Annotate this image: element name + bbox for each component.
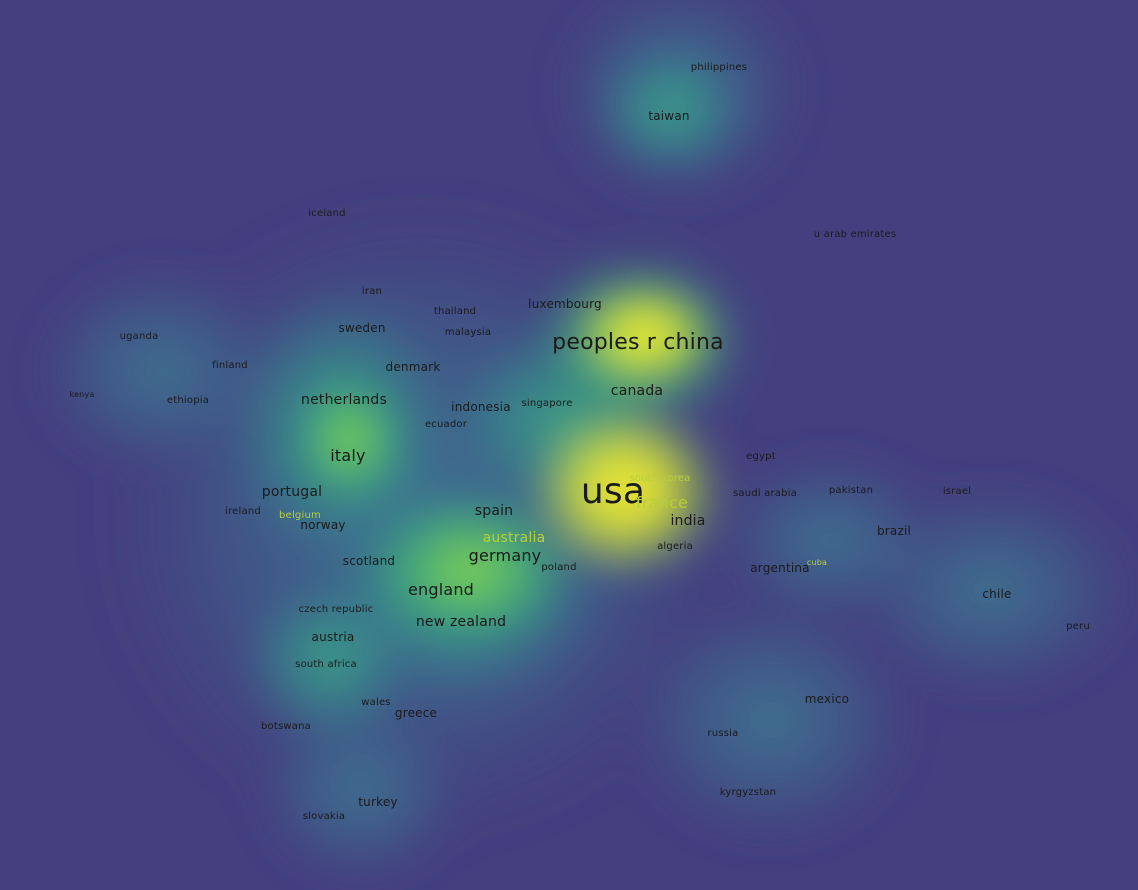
country-label-sweden: sweden (338, 321, 386, 335)
country-label-indonesia: indonesia (451, 400, 511, 414)
country-label-italy: italy (330, 446, 366, 465)
country-label-singapore: singapore (521, 398, 573, 409)
country-label-egypt: egypt (746, 451, 776, 462)
country-label-israel: israel (942, 486, 972, 497)
country-label-peru: peru (1066, 621, 1090, 632)
country-label-brazil: brazil (876, 524, 912, 538)
country-label-germany: germany (468, 546, 542, 565)
country-label-cuba: cuba (806, 558, 828, 567)
country-label-uganda: uganda (119, 331, 159, 342)
country-label-botswana: botswana (261, 721, 311, 732)
country-label-ecuador: ecuador (424, 419, 468, 430)
country-label-canada: canada (610, 383, 664, 399)
country-label-u-arab-emirates: u arab emirates (813, 229, 897, 240)
country-label-england: england (407, 580, 475, 599)
country-label-wales: wales (361, 697, 391, 708)
country-label-philippines: philippines (690, 62, 748, 73)
country-label-portugal: portugal (261, 484, 323, 500)
country-label-kenya: kenya (69, 390, 95, 399)
country-label-slovakia: slovakia (302, 811, 346, 822)
country-label-saudi-arabia: saudi arabia (732, 488, 798, 499)
country-label-scotland: scotland (342, 554, 396, 568)
country-label-austria: austria (311, 630, 355, 644)
country-label-norway: norway (300, 518, 346, 532)
country-label-luxembourg: luxembourg (528, 297, 602, 311)
density-blobs (30, 0, 1138, 890)
country-label-denmark: denmark (385, 360, 441, 374)
country-label-netherlands: netherlands (301, 392, 387, 408)
country-label-france: france (636, 493, 688, 512)
country-label-argentina: argentina (750, 561, 810, 575)
country-label-russia: russia (707, 728, 739, 739)
country-label-malaysia: malaysia (444, 327, 492, 338)
country-label-peoples-r-china: peoples r china (552, 330, 724, 355)
country-label-new-zealand: new zealand (415, 614, 507, 630)
country-label-ethiopia: ethiopia (166, 395, 210, 406)
country-label-pakistan: pakistan (828, 485, 874, 496)
country-label-australia: australia (482, 530, 546, 546)
country-label-czech-republic: czech republic (298, 604, 374, 615)
country-label-kyrgyzstan: kyrgyzstan (719, 787, 777, 798)
country-label-iran: iran (361, 286, 383, 297)
country-label-iceland: iceland (308, 208, 346, 219)
country-label-finland: finland (212, 360, 248, 371)
country-label-taiwan: taiwan (648, 109, 690, 123)
country-label-poland: poland (541, 562, 577, 573)
country-label-thailand: thailand (433, 306, 477, 317)
country-label-chile: chile (982, 587, 1012, 601)
country-label-south-africa: south africa (295, 659, 357, 670)
country-label-south-korea: south korea (629, 473, 691, 484)
country-label-india: india (670, 513, 706, 529)
country-label-greece: greece (394, 706, 438, 720)
country-label-turkey: turkey (358, 795, 398, 809)
country-label-algeria: algeria (657, 541, 693, 552)
country-label-mexico: mexico (804, 692, 850, 706)
country-label-spain: spain (474, 503, 514, 519)
country-label-belgium: belgium (279, 510, 321, 521)
country-label-ireland: ireland (225, 506, 261, 517)
country-label-usa: usa (580, 471, 646, 512)
